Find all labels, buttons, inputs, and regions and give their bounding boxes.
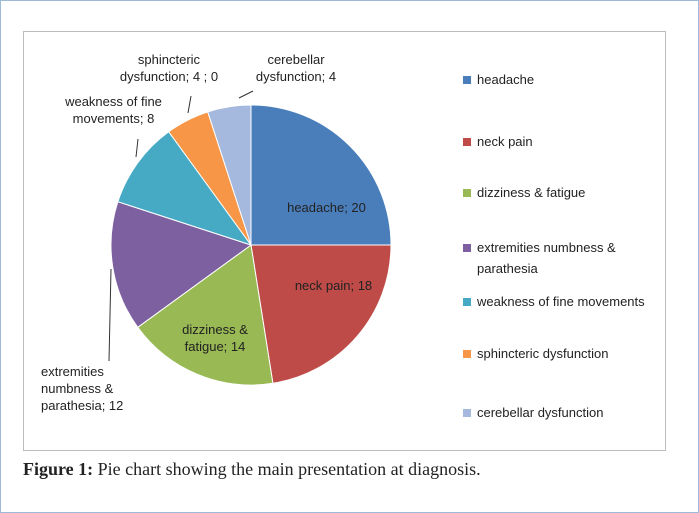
pie-slice <box>137 244 274 386</box>
leader-line <box>135 138 139 158</box>
legend-label: sphincteric dysfunction <box>477 346 609 361</box>
caption-label: Figure 1: <box>23 459 94 479</box>
caption-text: Pie chart showing the main presentation … <box>97 459 481 479</box>
pie-slice <box>117 131 253 246</box>
data-label: weakness of fine movements; 8 <box>65 94 162 126</box>
data-label: headache; 20 <box>287 200 366 215</box>
legend-swatch <box>463 350 471 358</box>
legend-swatch <box>463 409 471 417</box>
legend-swatch <box>463 244 471 252</box>
data-label: sphincteric dysfunction; 4 ; 0 <box>119 52 219 84</box>
data-label: extremities numbness & parathesia; 12 <box>41 364 124 413</box>
pie-slice <box>110 201 253 328</box>
legend-label: cerebellar dysfunction <box>477 405 604 420</box>
legend-swatch <box>463 298 471 306</box>
legend-label: weakness of fine movements <box>477 294 645 309</box>
caption: Figure 1: Pie chart showing the main pre… <box>23 458 668 480</box>
pie-slice <box>250 244 392 384</box>
leader-lines <box>108 90 254 362</box>
leader-line <box>238 90 254 99</box>
legend-swatch <box>463 76 471 84</box>
data-label: cerebellar dysfunction; 4 <box>255 52 337 84</box>
legend-swatch <box>463 189 471 197</box>
data-label: dizziness & fatigue; 14 <box>182 322 248 354</box>
legend-label: dizziness & fatigue <box>477 185 586 200</box>
legend-swatch <box>463 138 471 146</box>
legend-label: headache <box>477 72 535 87</box>
data-label: neck pain; 18 <box>294 278 373 293</box>
leader-line <box>108 268 112 362</box>
chart-area <box>23 31 666 451</box>
legend-label: neck pain <box>477 134 533 149</box>
leader-line <box>187 95 192 114</box>
pie-slice <box>207 104 252 246</box>
pie-slice <box>250 104 392 246</box>
legend-label: extremities numbness & parathesia <box>477 240 616 276</box>
